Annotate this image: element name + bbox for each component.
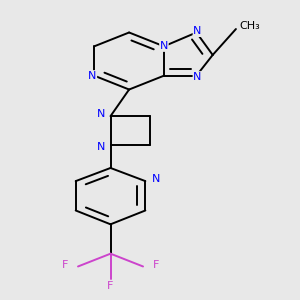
Text: N: N <box>88 71 97 81</box>
Text: N: N <box>97 142 105 152</box>
Text: N: N <box>193 26 202 37</box>
Text: N: N <box>97 110 105 119</box>
Text: F: F <box>153 260 159 270</box>
Text: N: N <box>160 41 168 51</box>
Text: N: N <box>152 174 160 184</box>
Text: F: F <box>107 281 114 291</box>
Text: N: N <box>193 72 202 82</box>
Text: F: F <box>62 260 68 270</box>
Text: CH₃: CH₃ <box>239 21 260 31</box>
